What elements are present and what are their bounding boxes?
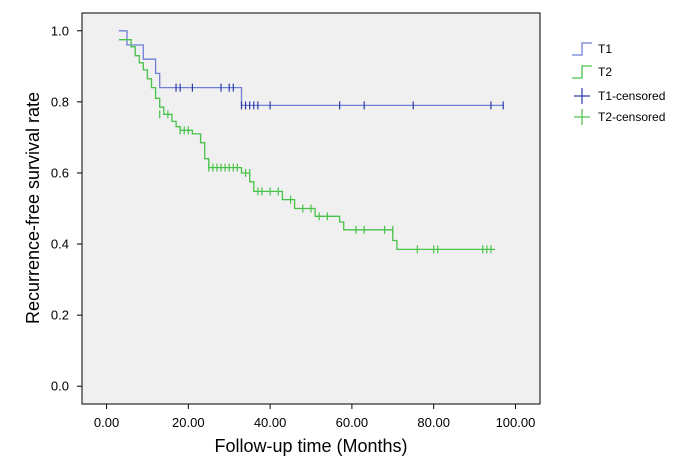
legend-swatch-t1-censored bbox=[574, 88, 590, 104]
x-axis-title: Follow-up time (Months) bbox=[214, 436, 407, 456]
legend-label-t1: T1 bbox=[598, 42, 612, 56]
censor-layer bbox=[159, 83, 504, 254]
legend-label-t2: T2 bbox=[598, 65, 612, 79]
series-line-t1 bbox=[118, 30, 504, 107]
legend: T1 T2 T1-censored T2-censored bbox=[572, 42, 665, 125]
y-axis: 0.0 0.2 0.4 0.6 0.8 1.0 bbox=[51, 23, 82, 394]
y-tick-label: 0.6 bbox=[51, 165, 69, 180]
legend-swatch-t2-censored bbox=[574, 109, 590, 125]
x-tick-label: 60.00 bbox=[336, 415, 369, 430]
legend-swatch-t1 bbox=[572, 42, 592, 56]
legend-swatch-t2 bbox=[572, 65, 592, 79]
y-tick-label: 0.8 bbox=[51, 94, 69, 109]
y-tick-label: 0.4 bbox=[51, 237, 69, 252]
x-tick-label: 80.00 bbox=[417, 415, 450, 430]
x-tick-label: 100.00 bbox=[496, 415, 536, 430]
y-tick-label: 0.2 bbox=[51, 308, 69, 323]
x-tick-label: 40.00 bbox=[254, 415, 287, 430]
x-axis: 0.00 20.00 40.00 60.00 80.00 100.00 bbox=[94, 404, 535, 430]
y-axis-title: Recurrence-free survival rate bbox=[23, 92, 43, 324]
x-tick-label: 20.00 bbox=[172, 415, 205, 430]
legend-label-t2-censored: T2-censored bbox=[598, 110, 665, 124]
y-tick-label: 1.0 bbox=[51, 23, 69, 38]
legend-label-t1-censored: T1-censored bbox=[598, 89, 665, 103]
y-tick-label: 0.0 bbox=[51, 379, 69, 394]
x-tick-label: 0.00 bbox=[94, 415, 119, 430]
